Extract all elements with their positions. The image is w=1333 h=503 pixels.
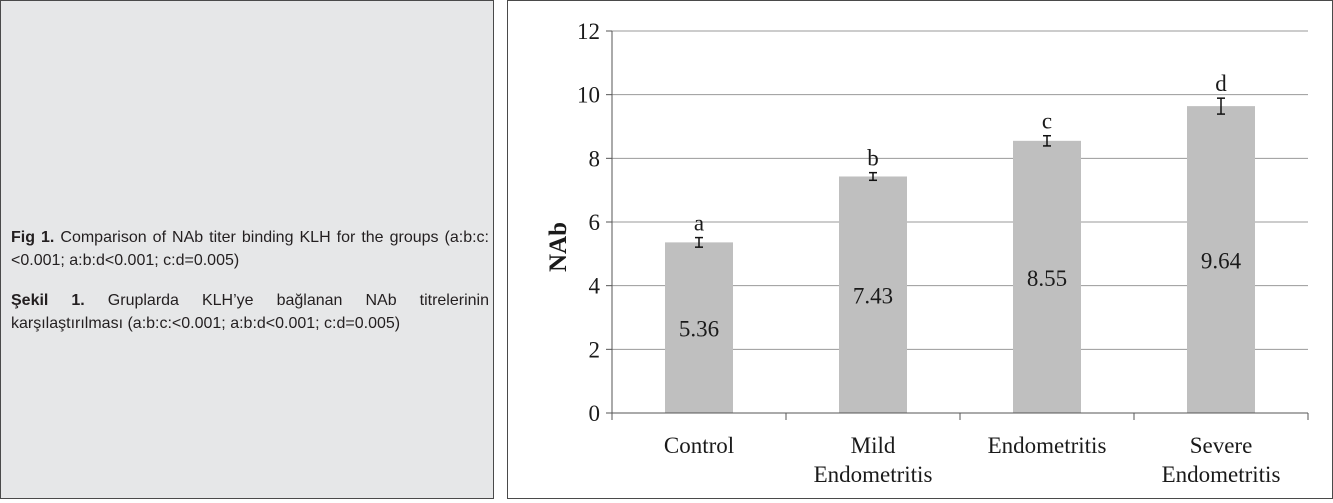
significance-letter: c [1042, 109, 1052, 134]
category-label: Control [664, 433, 734, 458]
significance-letter: a [694, 211, 704, 236]
y-tick-label: 12 [577, 19, 600, 44]
significance-letter: d [1215, 71, 1227, 96]
significance-letter: b [867, 146, 879, 171]
caption-english: Fig 1. Comparison of NAb titer binding K… [11, 226, 489, 272]
category-label: Severe [1190, 433, 1253, 458]
bar [665, 242, 733, 413]
bar-chart: 0 2 4 6 8 10 12 a 5.36 Control b 7.43 Mild Endometrit… [545, 19, 1309, 487]
y-tick-label: 8 [589, 146, 601, 171]
bar [1013, 140, 1081, 413]
chart-panel: 0 2 4 6 8 10 12 a 5.36 Control b 7.43 Mild Endometrit… [507, 0, 1333, 499]
bars [665, 97, 1255, 414]
labels: 0 2 4 6 8 10 12 a 5.36 Control b 7.43 Mild Endometrit… [577, 19, 1280, 487]
category-label: Endometritis [1162, 462, 1281, 487]
figure-caption: Fig 1. Comparison of NAb titer binding K… [11, 226, 489, 352]
data-label: 9.64 [1201, 249, 1242, 274]
y-tick-label: 0 [589, 401, 601, 426]
y-tick-label: 10 [577, 83, 600, 108]
y-tick-label: 4 [589, 274, 601, 299]
caption-turkish-text: Gruplarda KLH’ye bağlanan NAb titrelerin… [11, 292, 489, 332]
bar [839, 176, 907, 413]
data-label: 7.43 [853, 284, 893, 309]
data-label: 8.55 [1027, 266, 1067, 291]
bar [1187, 106, 1255, 414]
category-label: Endometritis [814, 462, 933, 487]
category-label: Endometritis [988, 433, 1107, 458]
y-tick-label: 6 [589, 210, 601, 235]
axes [606, 30, 1309, 420]
data-label: 5.36 [679, 317, 719, 342]
caption-turkish-label: Şekil 1. [11, 292, 85, 309]
y-axis-label: NAb [545, 222, 572, 272]
category-label: Mild [851, 433, 896, 458]
caption-english-text: Comparison of NAb titer binding KLH for … [11, 229, 489, 269]
caption-turkish: Şekil 1. Gruplarda KLH’ye bağlanan NAb t… [11, 289, 489, 335]
y-tick-label: 2 [589, 337, 601, 362]
caption-panel: Fig 1. Comparison of NAb titer binding K… [0, 0, 494, 499]
caption-english-label: Fig 1. [11, 229, 55, 246]
